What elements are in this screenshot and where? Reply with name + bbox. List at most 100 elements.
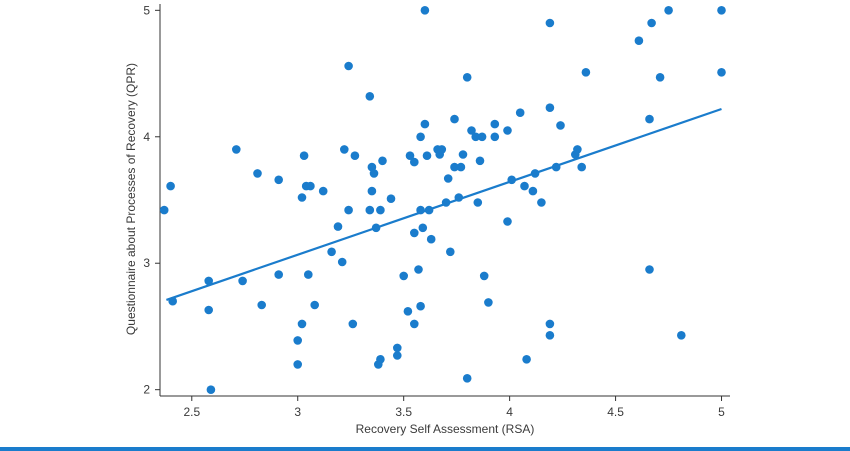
data-point [376, 355, 385, 364]
data-point [274, 175, 284, 185]
data-point [717, 68, 726, 77]
data-point [344, 205, 353, 215]
data-point [340, 145, 349, 154]
data-point [462, 374, 472, 383]
data-point [545, 319, 555, 329]
data-point [386, 194, 396, 203]
data-point [344, 61, 353, 71]
data-point [420, 119, 430, 129]
data-point [477, 132, 487, 142]
data-point [399, 271, 409, 281]
data-point [528, 186, 538, 196]
data-point [520, 181, 529, 191]
data-point [556, 121, 565, 130]
data-point [717, 6, 726, 15]
data-point [473, 198, 483, 207]
data-point [503, 217, 512, 226]
data-point [634, 36, 644, 45]
y-tick-label: 3 [143, 256, 150, 270]
data-point [647, 18, 656, 28]
data-point [232, 145, 241, 154]
data-point [310, 300, 320, 310]
trendline-layer [166, 107, 722, 301]
data-point [166, 181, 175, 191]
data-point [471, 132, 481, 142]
data-point [545, 331, 555, 340]
data-point [437, 145, 447, 154]
data-point [365, 205, 375, 215]
data-point [462, 73, 472, 82]
data-point [333, 222, 343, 231]
bottom-accent-rule [0, 447, 850, 451]
data-point [410, 157, 419, 167]
data-point [515, 108, 525, 117]
x-tick-label: 3 [294, 405, 301, 419]
x-tick-label: 3.5 [395, 405, 412, 419]
data-point [426, 234, 436, 244]
data-point [446, 247, 455, 257]
data-point [577, 162, 586, 172]
data-point [206, 385, 216, 395]
data-point [664, 6, 673, 15]
data-point [337, 257, 347, 267]
data-point [645, 265, 654, 274]
data-point [257, 300, 267, 310]
x-tick-label: 4 [506, 405, 513, 419]
data-point [677, 331, 686, 340]
y-axis-title: Questionnaire about Processes of Recover… [124, 63, 138, 335]
data-point [545, 103, 555, 112]
y-tick-label: 4 [143, 130, 150, 144]
x-axis-title: Recovery Self Assessment (RSA) [356, 422, 535, 436]
y-tick-label: 5 [143, 3, 150, 17]
data-point [490, 119, 500, 129]
data-point [293, 360, 303, 369]
data-point [484, 298, 493, 307]
data-point [503, 126, 512, 135]
data-point [414, 265, 423, 274]
data-point [348, 319, 358, 329]
data-point [405, 151, 415, 160]
x-axis: 2.5 3 3.5 4 4.5 5 [160, 395, 730, 419]
data-point [458, 150, 468, 159]
data-point [393, 351, 402, 360]
data-point [393, 343, 402, 353]
data-point [490, 132, 500, 142]
data-point [274, 270, 284, 279]
data-point [422, 151, 432, 160]
data-point [416, 301, 425, 311]
data-point [318, 186, 328, 196]
data-point [293, 336, 303, 345]
data-points [159, 6, 726, 395]
data-point [403, 307, 413, 316]
data-point [238, 276, 247, 286]
x-tick-label: 4.5 [607, 405, 624, 419]
y-tick-label: 2 [143, 383, 150, 397]
data-point [304, 270, 313, 279]
data-point [456, 162, 466, 172]
data-point [475, 156, 485, 166]
trendline [166, 107, 722, 301]
data-point [378, 156, 387, 166]
data-point [581, 68, 591, 77]
data-point [367, 186, 377, 196]
data-point [297, 193, 307, 202]
data-point [299, 151, 309, 160]
data-point [443, 174, 453, 183]
data-point [522, 355, 531, 364]
data-point [306, 181, 315, 191]
data-point [467, 126, 476, 135]
data-point [645, 114, 654, 124]
data-point [297, 319, 307, 329]
data-point [450, 162, 459, 172]
data-point [159, 205, 169, 215]
data-point [418, 223, 428, 233]
x-tick-label: 2.5 [183, 405, 200, 419]
data-point [410, 228, 419, 238]
data-point [327, 247, 336, 257]
data-point [253, 169, 262, 178]
data-point [416, 132, 425, 142]
data-point [350, 151, 360, 160]
data-point [479, 271, 489, 281]
data-point [376, 205, 385, 215]
